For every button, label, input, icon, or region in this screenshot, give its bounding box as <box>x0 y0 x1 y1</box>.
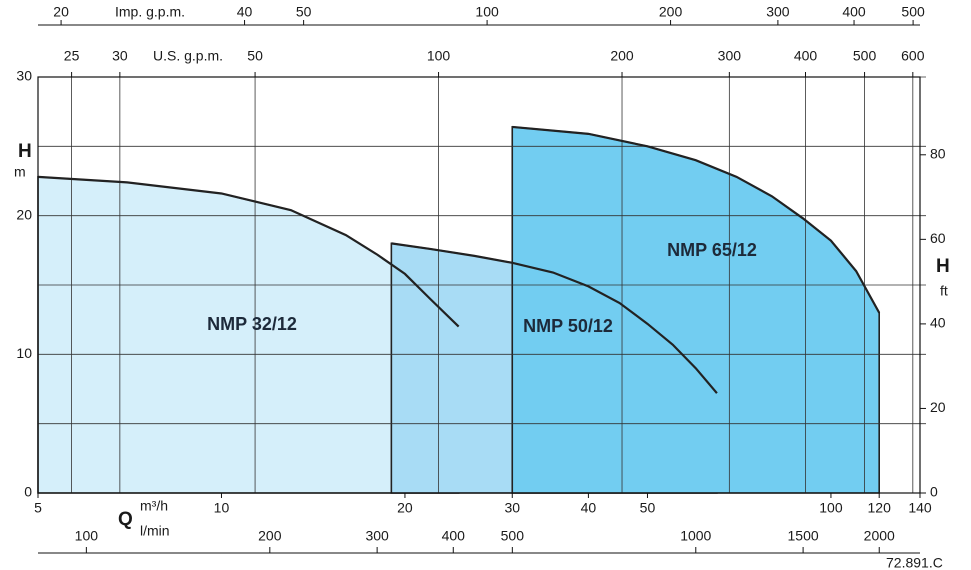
y-symbol: H <box>18 141 32 162</box>
top-tick-label: 400 <box>842 4 866 20</box>
y-tick-label: 20 <box>16 206 32 222</box>
area-fill <box>511 126 880 494</box>
plot-frame <box>37 76 921 494</box>
top-tick-label: 300 <box>766 4 790 20</box>
y2-tick-label: 80 <box>930 145 946 161</box>
x-tick-label: 100 <box>819 500 843 516</box>
y2-symbol: H <box>936 256 950 277</box>
top-tick-label: 30 <box>112 48 128 64</box>
y-tick-label: 10 <box>16 345 32 361</box>
top-tick-label: 300 <box>718 48 742 64</box>
x-symbol: Q <box>118 509 133 530</box>
x2-tick-label: 300 <box>365 528 389 544</box>
curve <box>391 242 718 394</box>
series-label: NMP 65/12 <box>667 240 757 260</box>
top-tick-label: 100 <box>475 4 499 20</box>
y2-tick-label: 60 <box>930 230 946 246</box>
top-tick-label: 500 <box>853 48 877 64</box>
x2-tick-label: 500 <box>501 528 525 544</box>
top-tick-label: 50 <box>247 48 263 64</box>
x-tick-label: 40 <box>581 500 597 516</box>
top-axis-label: U.S. g.p.m. <box>153 48 223 64</box>
x-tick-label: 30 <box>504 500 520 516</box>
top-tick-label: 600 <box>901 48 925 64</box>
curve <box>37 175 460 328</box>
code: 72.891.C <box>886 555 943 570</box>
x-tick-label: 120 <box>868 500 892 516</box>
y2-tick-label: 0 <box>930 484 938 500</box>
x-tick-label: 5 <box>34 500 42 516</box>
x2-tick-label: 400 <box>442 528 466 544</box>
series-label: NMP 50/12 <box>523 316 613 336</box>
top-tick-label: 500 <box>901 4 925 20</box>
x2-tick-label: 2000 <box>864 528 895 544</box>
x-tick-label: 50 <box>640 500 656 516</box>
y-unit: m <box>14 164 26 180</box>
series-label: NMP 32/12 <box>207 314 297 334</box>
top-tick-label: 25 <box>64 48 80 64</box>
top-tick-label: 40 <box>237 4 253 20</box>
x2-tick-label: 1000 <box>680 528 711 544</box>
x-tick-label: 140 <box>908 500 932 516</box>
x2-unit: l/min <box>140 523 170 539</box>
x-tick-label: 10 <box>214 500 230 516</box>
top-tick-label: 100 <box>427 48 451 64</box>
x2-tick-label: 100 <box>75 528 99 544</box>
top-tick-label: 50 <box>296 4 312 20</box>
x2-tick-label: 1500 <box>788 528 819 544</box>
y2-tick-label: 40 <box>930 315 946 331</box>
top-tick-label: 400 <box>794 48 818 64</box>
curve <box>512 125 881 314</box>
top-axis-label: Imp. g.p.m. <box>115 4 185 20</box>
y2-unit: ft <box>940 283 948 299</box>
top-tick-label: 200 <box>610 48 634 64</box>
top-tick-label: 200 <box>659 4 683 20</box>
y-tick-label: 0 <box>24 484 32 500</box>
x-tick-label: 20 <box>397 500 413 516</box>
x2-tick-label: 200 <box>258 528 282 544</box>
x-unit: m³/h <box>140 498 168 514</box>
y2-tick-label: 20 <box>930 399 946 415</box>
y-tick-label: 30 <box>16 68 32 84</box>
top-tick-label: 20 <box>53 4 69 20</box>
